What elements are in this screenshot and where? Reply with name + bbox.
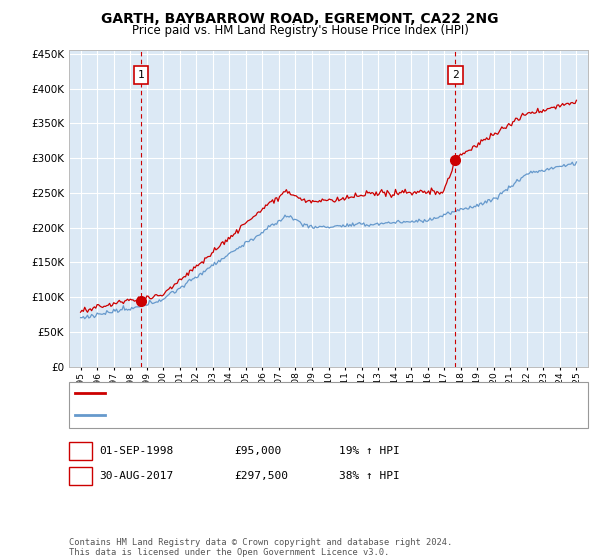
Text: Contains HM Land Registry data © Crown copyright and database right 2024.
This d: Contains HM Land Registry data © Crown c…: [69, 538, 452, 557]
Text: 38% ↑ HPI: 38% ↑ HPI: [339, 471, 400, 481]
Text: £95,000: £95,000: [234, 446, 281, 456]
Text: 1: 1: [77, 446, 84, 456]
Text: Price paid vs. HM Land Registry's House Price Index (HPI): Price paid vs. HM Land Registry's House …: [131, 24, 469, 36]
Text: GARTH, BAYBARROW ROAD, EGREMONT, CA22 2NG: GARTH, BAYBARROW ROAD, EGREMONT, CA22 2N…: [101, 12, 499, 26]
Text: 1: 1: [138, 70, 145, 80]
Text: £297,500: £297,500: [234, 471, 288, 481]
Text: GARTH, BAYBARROW ROAD, EGREMONT, CA22 2NG (detached house): GARTH, BAYBARROW ROAD, EGREMONT, CA22 2N…: [110, 388, 472, 398]
Text: 2: 2: [77, 471, 84, 481]
Text: 30-AUG-2017: 30-AUG-2017: [99, 471, 173, 481]
Text: 2: 2: [452, 70, 458, 80]
Text: HPI: Average price, detached house, Cumberland: HPI: Average price, detached house, Cumb…: [110, 410, 397, 420]
Text: 19% ↑ HPI: 19% ↑ HPI: [339, 446, 400, 456]
Text: 01-SEP-1998: 01-SEP-1998: [99, 446, 173, 456]
